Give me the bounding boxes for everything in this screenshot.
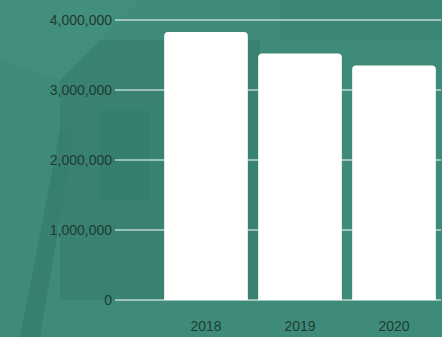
y-tick-label: 1,000,000 bbox=[50, 222, 112, 238]
x-tick-label: 2020 bbox=[378, 318, 409, 334]
bar bbox=[164, 32, 248, 300]
chart: 0 1,000,000 2,000,000 3,000,000 4,000,000 201… bbox=[0, 0, 442, 337]
bar bbox=[258, 54, 342, 300]
bars bbox=[164, 32, 436, 300]
x-tick-label: 2019 bbox=[284, 318, 315, 334]
y-tick-label: 4,000,000 bbox=[50, 12, 112, 28]
y-tick-label: 0 bbox=[104, 292, 112, 308]
deco bbox=[0, 0, 140, 80]
grid-line bbox=[115, 20, 441, 21]
x-tick-label: 2018 bbox=[190, 318, 221, 334]
bar bbox=[352, 66, 436, 301]
y-tick-label: 3,000,000 bbox=[50, 82, 112, 98]
background-illustration bbox=[0, 0, 442, 337]
y-tick-label: 2,000,000 bbox=[50, 152, 112, 168]
